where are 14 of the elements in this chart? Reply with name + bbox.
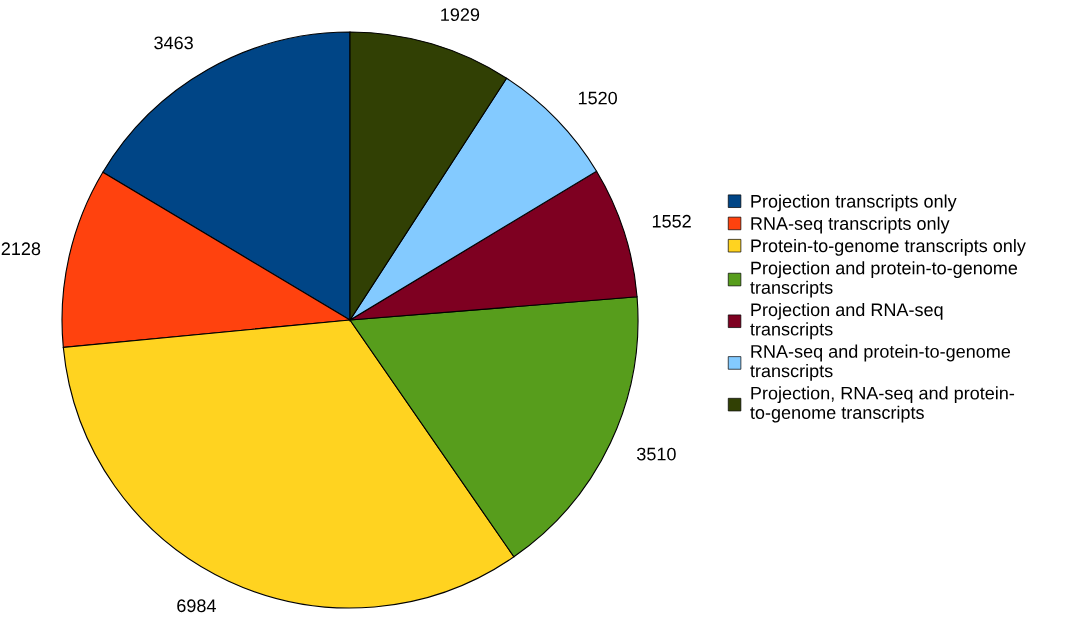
- data-label: 1552: [652, 214, 691, 228]
- legend-label: Protein-to-genome transcripts only: [751, 238, 1026, 256]
- data-label: 1929: [441, 8, 480, 22]
- legend-label: RNA-seq and protein-to-genome transcripts: [750, 344, 1011, 381]
- legend-label: Projection and RNA-seq transcripts: [750, 302, 943, 340]
- legend-label: Projection transcripts only: [751, 194, 957, 212]
- data-label: 3463: [154, 36, 193, 50]
- data-label: 2128: [1, 242, 41, 256]
- legend-label: Projection and protein-to-genome transcripts: [750, 261, 1018, 298]
- data-label: 1520: [578, 91, 617, 105]
- data-label: 6984: [177, 599, 216, 613]
- legend-label: RNA-seq transcripts only: [751, 216, 950, 234]
- legend-label: Projection, RNA-seq and protein- to-genome transcripts: [750, 386, 1015, 423]
- data-label: 3510: [637, 447, 676, 461]
